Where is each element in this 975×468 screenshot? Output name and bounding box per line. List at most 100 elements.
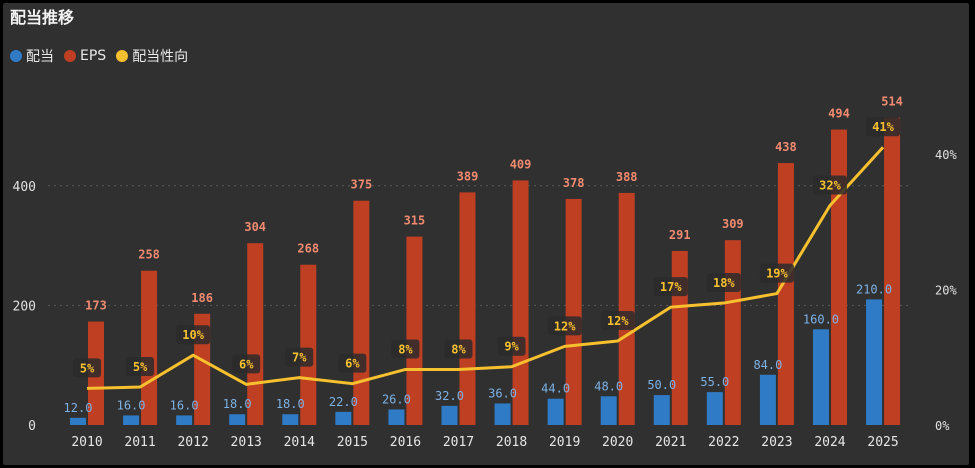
x-tick-2013: 2013: [231, 435, 262, 450]
line-payout: [86, 146, 885, 390]
label-eps-2013: 304: [244, 220, 266, 234]
legend: 配当 EPS 配当性向: [10, 46, 198, 66]
x-tick-2019: 2019: [549, 435, 580, 450]
label-box-payout-2020: [600, 310, 635, 330]
label-box-payout-2019: [547, 316, 582, 336]
label-box-payout-2024: [812, 175, 847, 195]
label-box-payout-2017: [444, 339, 473, 359]
label-payout-2013: 6%: [239, 357, 254, 371]
y-right-tick-0: 0%: [935, 419, 950, 433]
label-dividend-2018: 36.0: [488, 386, 517, 400]
x-tick-2015: 2015: [337, 435, 368, 450]
label-dividend-2020: 48.0: [594, 379, 623, 393]
label-box-payout-2013: [232, 354, 261, 374]
label-eps-2016: 315: [404, 214, 426, 228]
x-tick-2021: 2021: [655, 435, 686, 450]
label-dividend-2015: 22.0: [329, 395, 358, 409]
label-eps-2014: 268: [297, 242, 319, 256]
x-tick-2020: 2020: [602, 435, 633, 450]
legend-item-eps[interactable]: EPS: [64, 48, 106, 64]
y-left-tick-1: 200: [13, 299, 36, 314]
x-tick-2018: 2018: [496, 435, 527, 450]
label-payout-2014: 7%: [292, 351, 307, 365]
label-payout-2019: 12%: [554, 319, 576, 333]
bar-dividend-2024: [812, 329, 829, 425]
label-payout-2011: 5%: [133, 360, 148, 374]
label-dividend-2022: 55.0: [700, 375, 729, 389]
label-payout-2015: 6%: [345, 357, 360, 371]
label-box-payout-2012: [176, 325, 211, 345]
label-eps-2022: 309: [722, 217, 744, 231]
label-box-payout-2011: [126, 357, 155, 377]
legend-label-payout: 配当性向: [132, 49, 189, 65]
bar-eps-2013: [247, 243, 264, 425]
y-right-tick-2: 40%: [935, 148, 957, 162]
label-dividend-2014: 18.0: [276, 397, 305, 411]
bar-dividend-2025: [866, 299, 883, 425]
label-eps-2019: 378: [563, 176, 585, 190]
label-dividend-2021: 50.0: [647, 378, 676, 392]
bar-dividend-2013: [229, 414, 246, 425]
label-payout-2021: 17%: [660, 280, 682, 294]
bar-dividend-2022: [706, 392, 723, 425]
label-dividend-2024: 160.0: [803, 312, 839, 326]
x-tick-2010: 2010: [71, 435, 102, 450]
bar-dividend-2012: [176, 415, 193, 425]
label-eps-2024: 494: [828, 107, 850, 121]
bar-eps-2020: [618, 192, 635, 425]
label-box-payout-2022: [706, 273, 741, 293]
x-tick-2024: 2024: [814, 435, 845, 450]
label-payout-2023: 19%: [766, 267, 788, 281]
bar-dividend-2014: [282, 414, 299, 425]
label-payout-2010: 5%: [80, 361, 95, 375]
label-dividend-2013: 18.0: [223, 397, 252, 411]
label-dividend-2017: 32.0: [435, 389, 464, 403]
y-right-tick-1: 20%: [935, 284, 957, 298]
bar-dividend-2023: [759, 374, 776, 425]
label-payout-2017: 8%: [451, 342, 466, 356]
label-payout-2025: 41%: [872, 120, 894, 134]
y-left-tick-0: 0: [28, 419, 36, 434]
x-tick-2023: 2023: [761, 435, 792, 450]
bar-eps-2025: [884, 117, 901, 425]
x-tick-2025: 2025: [867, 435, 898, 450]
x-tick-2012: 2012: [177, 435, 208, 450]
legend-item-dividend[interactable]: 配当: [10, 46, 54, 66]
label-box-payout-2023: [759, 263, 794, 283]
label-eps-2023: 438: [775, 140, 797, 154]
label-dividend-2012: 16.0: [170, 398, 199, 412]
label-payout-2020: 12%: [607, 314, 629, 328]
label-payout-2018: 9%: [504, 340, 519, 354]
label-dividend-2016: 26.0: [382, 392, 411, 406]
label-eps-2010: 173: [85, 299, 107, 313]
bar-dividend-2017: [441, 405, 458, 425]
label-payout-2024: 32%: [819, 178, 841, 192]
legend-label-dividend: 配当: [26, 49, 54, 65]
bar-dividend-2016: [388, 409, 405, 425]
bar-eps-2015: [353, 200, 370, 425]
label-eps-2018: 409: [510, 157, 532, 171]
label-dividend-2019: 44.0: [541, 382, 570, 396]
legend-label-eps: EPS: [80, 48, 107, 64]
label-eps-2015: 375: [351, 178, 373, 192]
legend-item-payout[interactable]: 配当性向: [116, 46, 188, 66]
label-box-payout-2025: [866, 117, 901, 137]
bar-eps-2021: [671, 250, 688, 425]
bar-dividend-2018: [494, 403, 511, 425]
bar-dividend-2015: [335, 411, 352, 425]
label-dividend-2023: 84.0: [753, 358, 782, 372]
label-dividend-2025: 210.0: [856, 282, 892, 296]
x-tick-2011: 2011: [124, 435, 155, 450]
label-box-payout-2010: [73, 358, 101, 378]
chart-panel: [3, 3, 969, 465]
bar-dividend-2010: [70, 417, 86, 425]
bar-dividend-2011: [123, 415, 140, 425]
label-box-payout-2016: [391, 339, 420, 359]
x-tick-2014: 2014: [284, 435, 315, 450]
label-box-payout-2021: [653, 277, 688, 297]
label-box-payout-2018: [497, 336, 526, 356]
x-tick-2022: 2022: [708, 435, 739, 450]
label-payout-2012: 10%: [182, 328, 204, 342]
legend-swatch-dividend: [10, 50, 22, 62]
